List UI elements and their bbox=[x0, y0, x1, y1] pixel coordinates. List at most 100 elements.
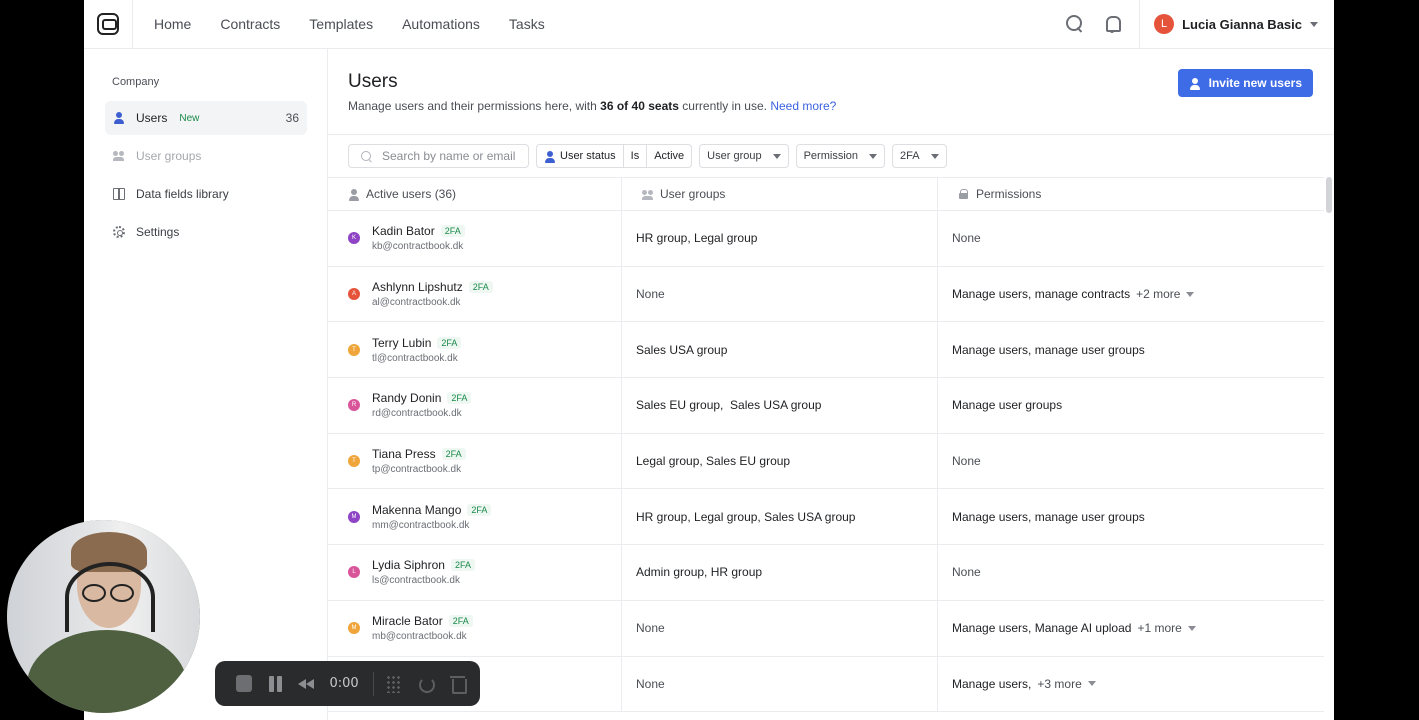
user-groups-cell[interactable]: None bbox=[622, 266, 938, 322]
grid-icon[interactable] bbox=[385, 674, 403, 693]
table-row[interactable]: M Makenna Mango 2FA mm@contractbook.dk HR gr… bbox=[328, 489, 1324, 546]
user-name[interactable]: Tiana Press bbox=[372, 447, 436, 462]
sidebar-item-label: User groups bbox=[136, 149, 202, 163]
more-permissions-toggle[interactable]: +3 more bbox=[1037, 677, 1096, 691]
search-icon[interactable] bbox=[1065, 14, 1085, 34]
user-email: mm@contractbook.dk bbox=[372, 519, 470, 531]
nav-home[interactable]: Home bbox=[154, 16, 192, 32]
permissions-cell[interactable]: Manage users, Manage AI upload +1 more bbox=[938, 601, 1324, 656]
user-cell[interactable]: K Kadin Bator 2FA kb@contractbook.dk bbox=[328, 211, 622, 266]
table-row[interactable]: L Lydia Siphron 2FA ls@contractbook.dk Admin… bbox=[328, 545, 1324, 601]
nav-templates[interactable]: Templates bbox=[309, 16, 374, 32]
sidebar-item-data-fields-library[interactable]: Data fields library bbox=[105, 177, 307, 211]
permissions-cell[interactable]: Manage users, manage contracts +2 more bbox=[938, 267, 1324, 322]
new-badge: New bbox=[179, 112, 200, 124]
nav-tasks[interactable]: Tasks bbox=[508, 16, 545, 32]
user-name[interactable]: Miracle Bator bbox=[372, 614, 443, 629]
table-body: K Kadin Bator 2FA kb@contractbook.dk HR grou… bbox=[328, 211, 1324, 713]
table-row[interactable]: R Randy Donin 2FA rd@contractbook.dk Sales E… bbox=[328, 378, 1324, 434]
pause-icon[interactable] bbox=[267, 675, 283, 693]
user-cell[interactable]: R Randy Donin 2FA rd@contractbook.dk bbox=[328, 378, 622, 433]
user-name[interactable]: Terry Lubin bbox=[372, 335, 432, 350]
user-name[interactable]: Ashlynn Lipshutz bbox=[372, 280, 463, 295]
permissions-cell[interactable]: Manage users, manage user groups bbox=[938, 322, 1324, 377]
table-row[interactable]: None Manage users, +3 more bbox=[328, 656, 1324, 713]
sidebar-item-users[interactable]: Users New 36 bbox=[105, 101, 307, 135]
table-row[interactable]: M Miracle Bator 2FA mb@contractbook.dk None M… bbox=[328, 600, 1324, 657]
user-group-dropdown[interactable]: User group bbox=[699, 144, 789, 168]
user-name[interactable]: Lydia Siphron bbox=[372, 558, 445, 573]
table-scrollbar[interactable] bbox=[1324, 177, 1334, 720]
permission-dropdown[interactable]: Permission bbox=[795, 144, 885, 168]
scrollbar-thumb[interactable] bbox=[1326, 177, 1332, 213]
user-groups-cell[interactable]: HR group, Legal group, Sales USA group bbox=[622, 489, 938, 545]
permissions-cell[interactable]: None bbox=[938, 545, 1324, 600]
need-more-link[interactable]: Need more? bbox=[770, 99, 837, 113]
2fa-badge: 2FA bbox=[448, 615, 473, 628]
table-row[interactable]: K Kadin Bator 2FA kb@contractbook.dk HR grou… bbox=[328, 211, 1324, 267]
2fa-dropdown[interactable]: 2FA bbox=[892, 144, 947, 168]
user-cell[interactable] bbox=[328, 656, 622, 712]
permissions-cell[interactable]: None bbox=[938, 211, 1324, 266]
sidebar-item-settings[interactable]: Settings bbox=[105, 215, 307, 249]
user-name[interactable]: Randy Donin bbox=[372, 391, 442, 406]
permissions-value: None bbox=[952, 231, 981, 246]
nav-automations[interactable]: Automations bbox=[402, 16, 480, 32]
user-groups-cell[interactable]: Legal group, Sales EU group bbox=[622, 433, 938, 489]
user-groups-cell[interactable]: HR group, Legal group bbox=[622, 211, 938, 266]
chevron-down-icon[interactable] bbox=[1310, 21, 1318, 27]
more-permissions-toggle[interactable]: +1 more bbox=[1137, 621, 1196, 635]
user-menu-name[interactable]: Lucia Gianna Basic bbox=[1182, 16, 1302, 32]
user-info: Makenna Mango 2FA mm@contractbook.dk bbox=[372, 502, 492, 531]
user-cell[interactable]: L Lydia Siphron 2FA ls@contractbook.dk bbox=[328, 545, 622, 600]
user-groups-cell[interactable]: Sales EU group, Sales USA group bbox=[622, 378, 938, 433]
column-header-user-groups[interactable]: User groups bbox=[622, 178, 938, 210]
permissions-cell[interactable]: None bbox=[938, 434, 1324, 489]
table-row[interactable]: T Terry Lubin 2FA tl@contractbook.dk Sales U… bbox=[328, 322, 1324, 379]
user-group-icon bbox=[113, 150, 125, 162]
user-avatar[interactable]: L bbox=[1154, 14, 1175, 34]
column-header-label: Active users (36) bbox=[366, 187, 457, 201]
contractbook-logo-icon[interactable] bbox=[97, 13, 119, 35]
permissions-cell[interactable]: Manage users, +3 more bbox=[938, 657, 1324, 712]
filter-operator[interactable]: Is bbox=[624, 145, 648, 167]
user-cell[interactable]: M Makenna Mango 2FA mm@contractbook.dk bbox=[328, 489, 622, 545]
user-groups-cell[interactable]: Admin group, HR group bbox=[622, 545, 938, 600]
user-name[interactable]: Kadin Bator bbox=[372, 224, 435, 239]
invite-new-users-button[interactable]: Invite new users bbox=[1177, 69, 1313, 97]
description-text: Manage users and their permissions here,… bbox=[348, 99, 597, 113]
table-row[interactable]: T Tiana Press 2FA tp@contractbook.dk Legal g… bbox=[328, 433, 1324, 490]
bell-icon[interactable] bbox=[1102, 14, 1122, 34]
user-email: tl@contractbook.dk bbox=[372, 352, 458, 364]
webcam-overlay[interactable] bbox=[7, 520, 200, 713]
sidebar-item-label: Settings bbox=[136, 225, 180, 239]
user-icon bbox=[113, 112, 125, 124]
user-status-filter[interactable]: User status Is Active bbox=[536, 144, 693, 168]
user-status-filter-label[interactable]: User status bbox=[537, 145, 624, 167]
user-cell[interactable]: T Tiana Press 2FA tp@contractbook.dk bbox=[328, 433, 622, 489]
user-groups-cell[interactable]: None bbox=[622, 656, 938, 712]
rewind-icon[interactable] bbox=[298, 675, 315, 693]
user-groups-cell[interactable]: Sales USA group bbox=[622, 322, 938, 378]
more-permissions-toggle[interactable]: +2 more bbox=[1136, 287, 1195, 301]
seats-word: seats bbox=[648, 99, 679, 113]
user-name[interactable]: Makenna Mango bbox=[372, 502, 462, 517]
sidebar-item-user-groups[interactable]: User groups bbox=[105, 139, 307, 173]
search-input[interactable]: Search by name or email bbox=[348, 144, 529, 168]
restart-icon[interactable] bbox=[417, 675, 436, 693]
trash-icon[interactable] bbox=[449, 675, 468, 694]
table-row[interactable]: A Ashlynn Lipshutz 2FA al@contractbook.dk No… bbox=[328, 266, 1324, 323]
user-cell[interactable]: M Miracle Bator 2FA mb@contractbook.dk bbox=[328, 600, 622, 656]
user-groups-cell[interactable]: None bbox=[622, 600, 938, 656]
column-header-permissions[interactable]: Permissions bbox=[938, 178, 1324, 210]
nav-contracts[interactable]: Contracts bbox=[220, 16, 281, 32]
user-cell[interactable]: T Terry Lubin 2FA tl@contractbook.dk bbox=[328, 322, 622, 378]
settings-sidebar: Company Users New 36 User groups Data fi… bbox=[84, 49, 328, 720]
filter-value[interactable]: Active bbox=[654, 150, 685, 162]
permissions-cell[interactable]: Manage user groups bbox=[938, 378, 1324, 433]
stop-icon[interactable] bbox=[236, 675, 252, 692]
column-header-active-users[interactable]: Active users (36) bbox=[328, 178, 622, 210]
user-cell[interactable]: A Ashlynn Lipshutz 2FA al@contractbook.dk bbox=[328, 266, 622, 322]
permissions-cell[interactable]: Manage users, manage user groups bbox=[938, 489, 1324, 544]
user-icon bbox=[544, 151, 555, 163]
